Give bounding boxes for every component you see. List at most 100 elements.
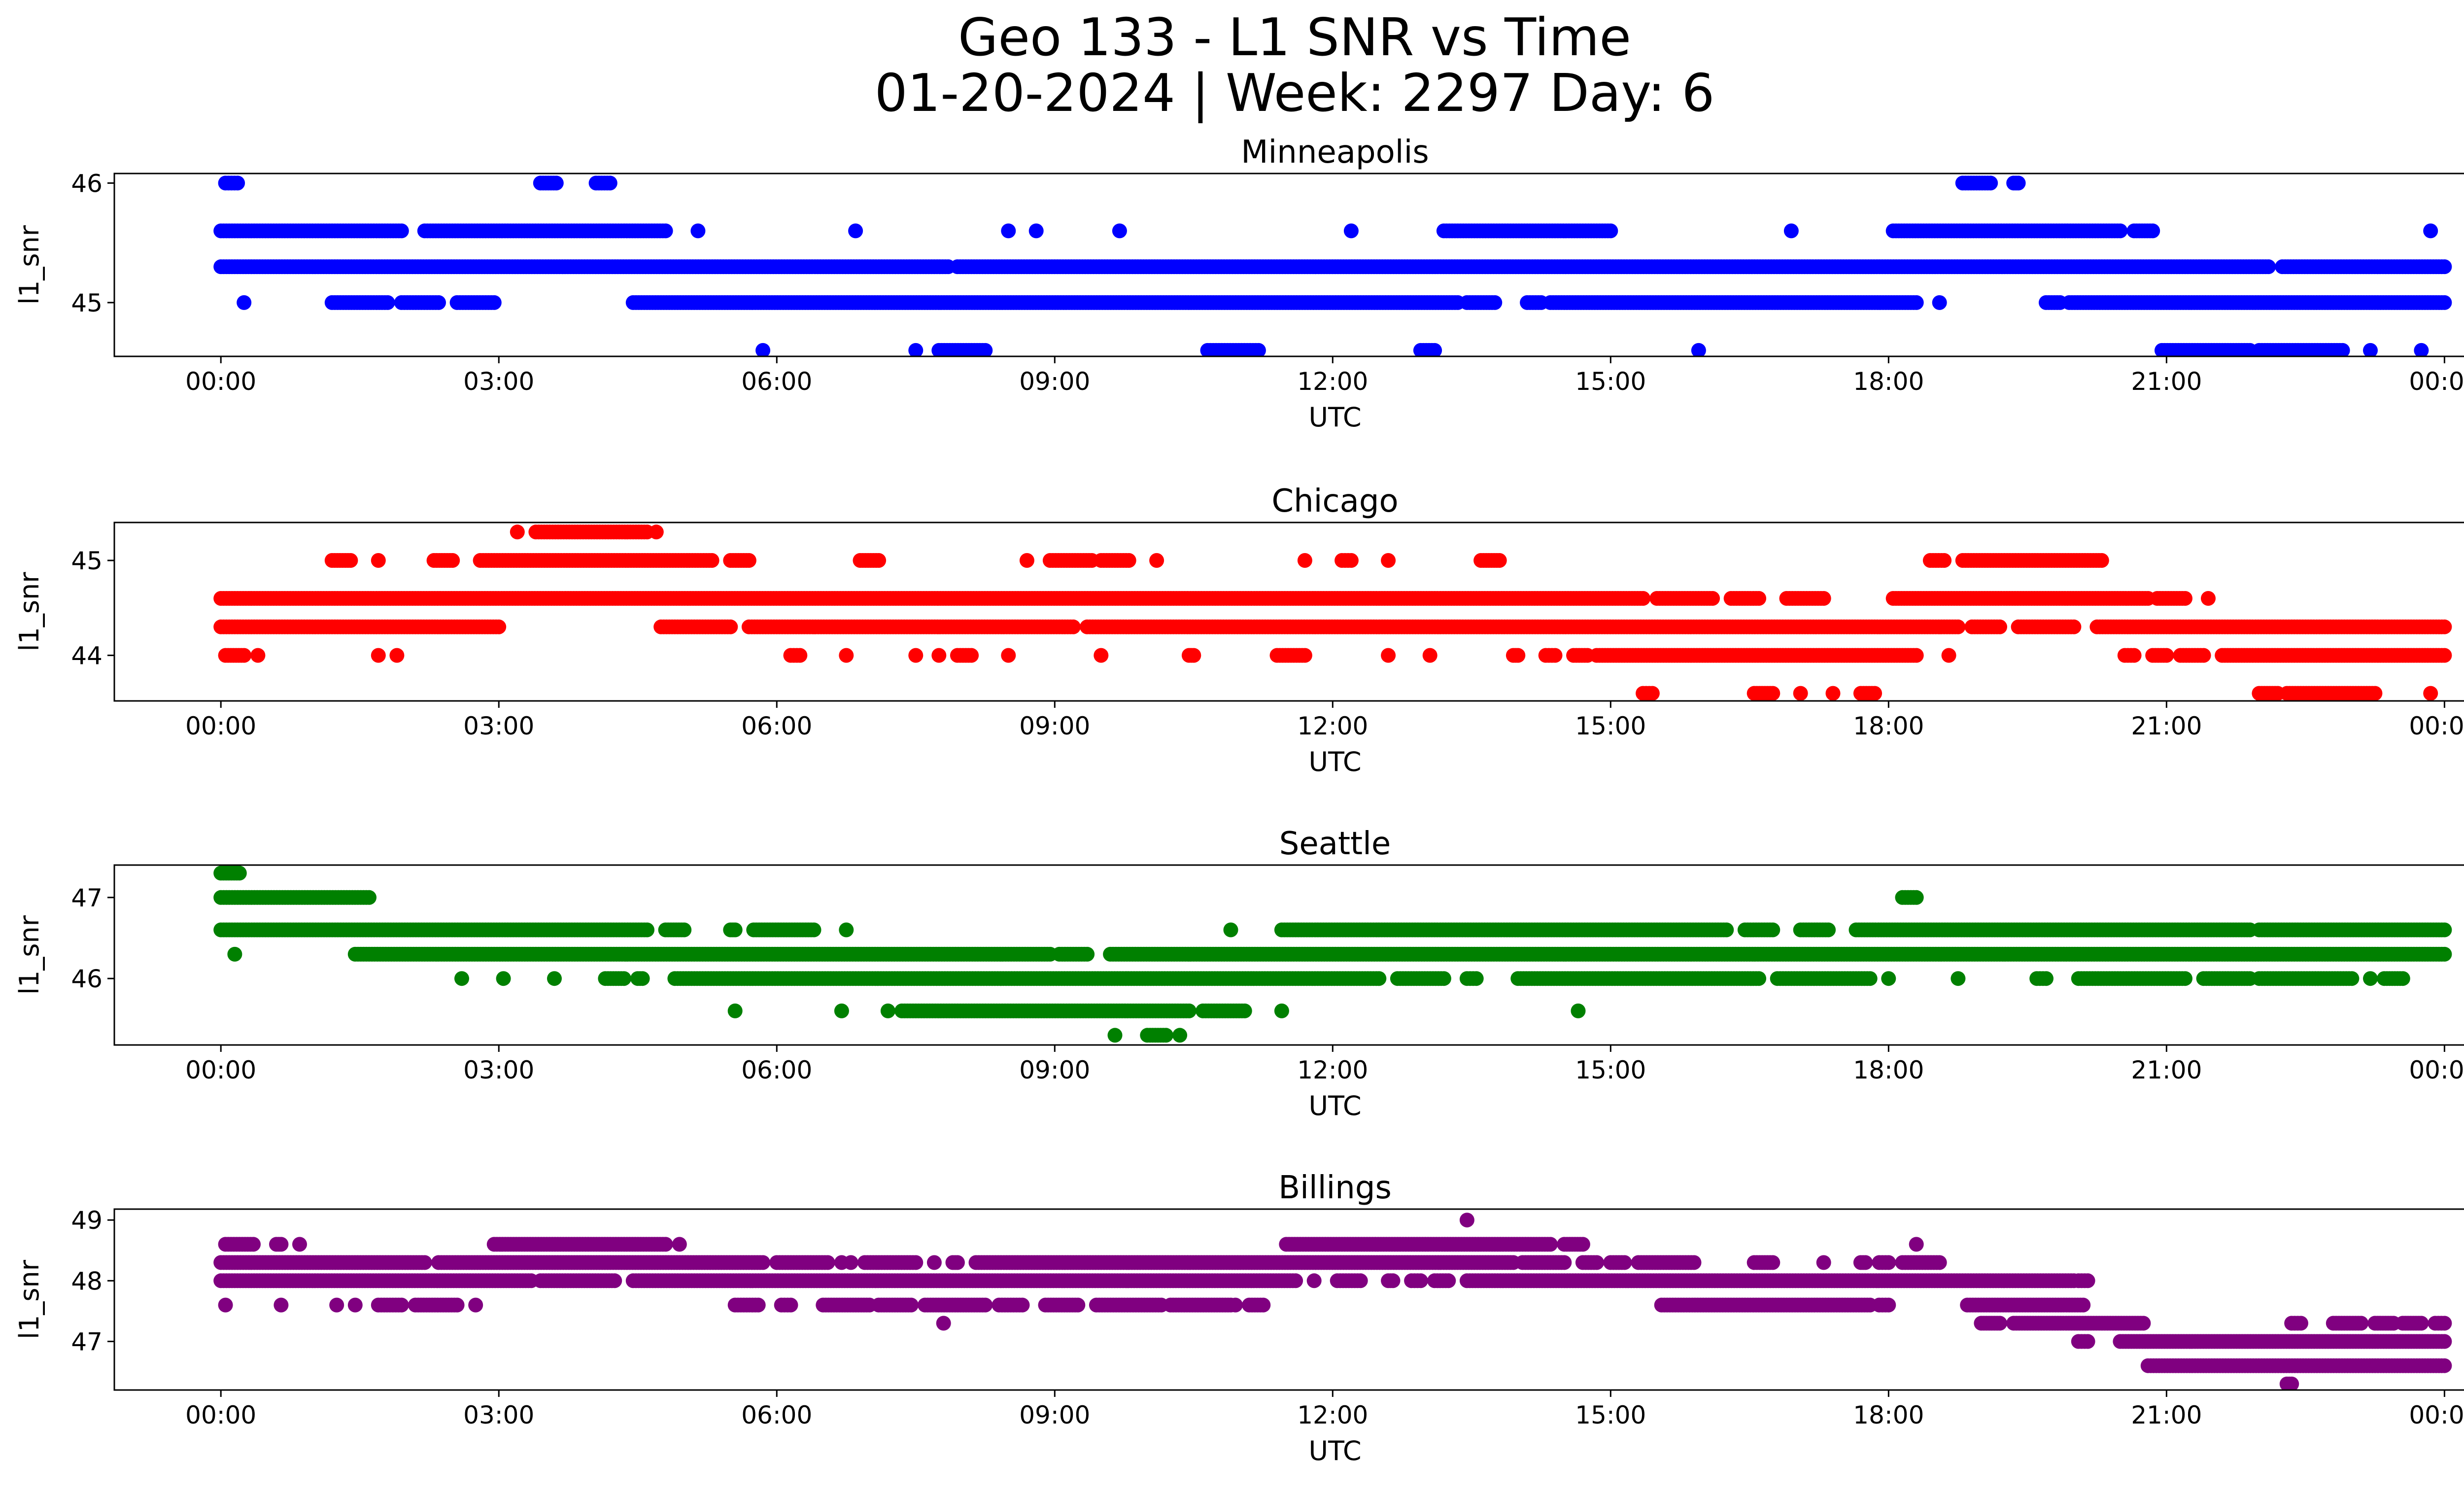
data-point	[2437, 922, 2452, 938]
data-point	[1019, 553, 1034, 568]
data-point	[2094, 553, 2109, 568]
minneapolis-axes-frame	[113, 173, 2464, 357]
data-point	[690, 223, 706, 239]
x-tick-label: 06:00	[741, 712, 812, 740]
x-tick-label: 06:00	[741, 367, 812, 396]
data-point	[2414, 343, 2429, 356]
data-point	[431, 295, 446, 310]
data-point	[871, 553, 887, 568]
data-point	[1422, 648, 1437, 663]
x-tick-label: 00:00	[2409, 712, 2464, 740]
data-point	[1765, 922, 1780, 938]
data-point	[839, 648, 854, 663]
data-point	[1121, 553, 1136, 568]
data-point	[1510, 648, 1526, 663]
data-point	[1765, 686, 1780, 701]
data-point	[1816, 591, 1831, 606]
data-point	[848, 223, 863, 239]
data-point	[727, 922, 743, 938]
data-point	[2178, 591, 2192, 606]
data-point	[2126, 648, 2142, 663]
minneapolis-subplot-title: Minneapolis	[1241, 134, 1429, 171]
data-point	[371, 553, 386, 568]
data-point	[1909, 295, 1924, 310]
data-point	[2367, 686, 2383, 701]
data-point	[1094, 648, 1109, 663]
data-point	[1937, 553, 1952, 568]
data-point	[1297, 648, 1312, 663]
data-point	[741, 553, 756, 568]
data-point	[1783, 223, 1799, 239]
data-point	[1381, 648, 1396, 663]
data-point	[1223, 922, 1238, 938]
data-point	[491, 619, 507, 634]
x-tick-label: 09:00	[1019, 367, 1090, 396]
minneapolis-points	[213, 175, 2452, 356]
data-point	[2363, 343, 2378, 356]
data-point	[1028, 223, 1044, 239]
data-point	[510, 524, 525, 540]
data-point	[1636, 591, 1651, 606]
data-point	[2145, 223, 2160, 239]
data-point	[658, 223, 673, 239]
data-point	[1001, 648, 1016, 663]
data-point	[1343, 553, 1359, 568]
data-point	[806, 922, 821, 938]
data-point	[1112, 223, 1127, 239]
data-point	[548, 175, 564, 191]
x-tick-label: 12:00	[1297, 712, 1368, 740]
data-point	[839, 922, 854, 938]
minneapolis-y-axis-label: l1_snr	[14, 225, 45, 305]
data-point	[1251, 343, 1266, 356]
data-point	[677, 922, 692, 938]
data-point	[1487, 295, 1503, 310]
seattle-points	[213, 866, 2452, 1043]
data-point	[1065, 619, 1081, 634]
x-tick-label: 21:00	[2131, 712, 2202, 740]
data-point	[2261, 259, 2276, 275]
chicago-points	[213, 524, 2452, 701]
data-point	[445, 553, 460, 568]
x-tick-label: 15:00	[1575, 367, 1646, 396]
data-point	[602, 175, 617, 191]
data-point	[1603, 223, 1618, 239]
data-point	[2437, 259, 2452, 275]
data-point	[1821, 922, 1836, 938]
x-tick-label: 03:00	[463, 712, 534, 740]
data-point	[2196, 648, 2211, 663]
data-point	[2423, 686, 2438, 701]
data-point	[1001, 223, 1016, 239]
chicago-y-axis-label: l1_snr	[14, 572, 45, 652]
data-point	[1867, 686, 1882, 701]
data-point	[380, 295, 395, 310]
data-point	[1080, 946, 1095, 962]
data-point	[2113, 223, 2128, 239]
data-point	[1751, 591, 1767, 606]
figure-title-line-1: Geo 133 - L1 SNR vs Time	[958, 7, 1631, 68]
data-point	[931, 648, 947, 663]
data-point	[230, 175, 245, 191]
data-point	[2437, 648, 2452, 663]
chicago-axes-frame	[113, 522, 2464, 702]
seattle-subplot-title: Seattle	[1279, 826, 1391, 862]
data-point	[792, 648, 808, 663]
data-point	[1705, 591, 1720, 606]
data-point	[2159, 648, 2174, 663]
data-point	[1547, 648, 1563, 663]
x-tick-label: 18:00	[1853, 712, 1924, 740]
x-tick-label: 00:00	[2409, 367, 2464, 396]
data-point	[1691, 343, 1706, 356]
y-tick-label: 45	[71, 289, 103, 317]
x-tick-label: 03:00	[463, 367, 534, 396]
data-point	[1992, 619, 2007, 634]
data-point	[723, 619, 738, 634]
x-tick-label: 15:00	[1575, 712, 1646, 740]
data-point	[343, 553, 358, 568]
data-point	[964, 648, 979, 663]
x-tick-label: 00:00	[185, 712, 256, 740]
data-point	[2201, 591, 2216, 606]
data-point	[2011, 175, 2026, 191]
data-point	[649, 524, 664, 540]
